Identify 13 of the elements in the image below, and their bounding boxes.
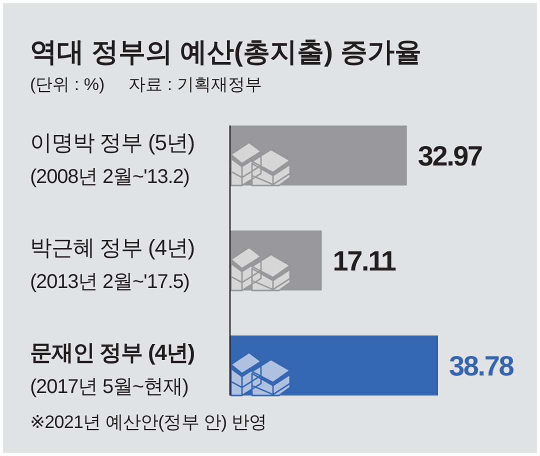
- data-label: 17.11: [332, 246, 396, 276]
- category-label: (2008년 2월~'13.2): [30, 166, 190, 188]
- category-label: (2013년 2월~'17.5): [30, 271, 190, 293]
- category-label: 문재인 정부 (4년): [30, 340, 195, 365]
- category-label: 박근혜 정부 (4년): [30, 235, 195, 260]
- category-label: (2017년 5월~현재): [30, 376, 188, 398]
- data-label: 32.97: [418, 140, 482, 172]
- data-label: 38.78: [449, 350, 514, 382]
- category-label: 이명박 정부 (5년): [30, 130, 195, 155]
- subtitle: (단위 : %): [30, 75, 105, 94]
- annotation: 자료 : 기획재정부: [128, 75, 262, 94]
- annotation: ※2021년 예산안(정부 안) 반영: [30, 412, 267, 432]
- title: 역대 정부의 예산(총지출) 증가율: [30, 37, 422, 67]
